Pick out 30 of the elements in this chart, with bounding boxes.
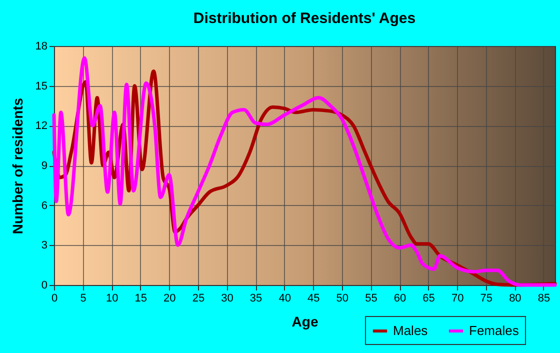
y-tick-label: 6 [41, 200, 48, 212]
x-tick-label: 0 [51, 292, 58, 304]
y-tick-label: 12 [35, 120, 48, 132]
x-tick-label: 65 [422, 292, 435, 304]
y-tick-label: 18 [35, 40, 48, 52]
x-tick-label: 15 [134, 292, 148, 304]
y-tick-label: 9 [41, 160, 48, 172]
x-tick-label: 40 [278, 292, 291, 304]
x-tick-label: 5 [80, 292, 86, 304]
chart-title: Distribution of Residents' Ages [193, 10, 416, 27]
x-tick-label: 80 [509, 292, 522, 304]
x-tick-label: 25 [192, 292, 205, 304]
x-tick-label: 85 [538, 292, 550, 304]
x-tick-label: 10 [106, 292, 118, 304]
legend-label: Females [469, 323, 520, 338]
y-axis-title: Number of residents [9, 98, 26, 234]
y-tick-label: 15 [35, 80, 48, 92]
y-tick-label: 3 [41, 240, 48, 252]
x-tick-label: 75 [480, 292, 493, 304]
x-tick-label: 30 [221, 292, 234, 304]
legend-label: Males [393, 323, 428, 338]
x-tick-label: 60 [394, 292, 406, 304]
x-tick-label: 70 [451, 292, 464, 304]
x-tick-label: 35 [250, 292, 262, 304]
x-tick-label: 50 [336, 292, 349, 304]
x-axis-title: Age [292, 314, 318, 330]
x-tick-label: 20 [164, 292, 176, 304]
y-tick-label: 0 [41, 280, 48, 292]
x-tick-label: 45 [308, 292, 320, 304]
x-tick-label: 55 [365, 292, 378, 304]
